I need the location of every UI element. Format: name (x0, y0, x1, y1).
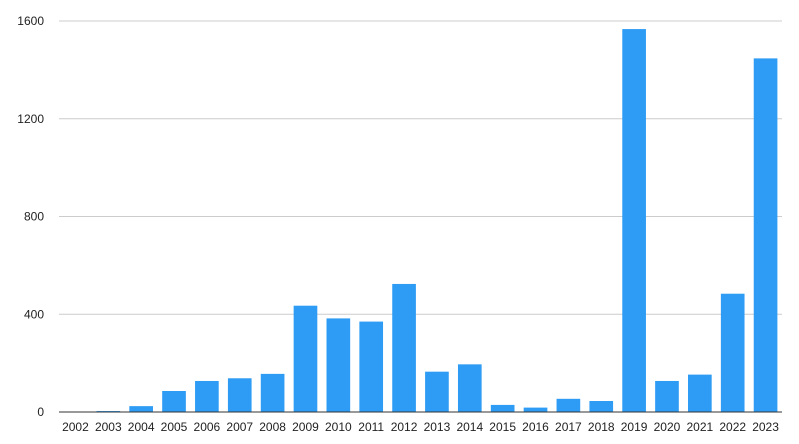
bar-2021 (688, 374, 712, 412)
x-tick-label: 2018 (588, 420, 615, 434)
y-axis-tick-labels: 0 400 800 1200 1600 (17, 14, 44, 419)
x-tick-label: 2020 (654, 420, 681, 434)
bar-2004 (129, 406, 153, 412)
x-tick-label: 2002 (62, 420, 89, 434)
bar-2022 (720, 293, 745, 412)
x-tick-label: 2011 (358, 420, 384, 434)
bar-2010 (326, 318, 351, 412)
bars (63, 29, 778, 413)
bar-2007 (227, 378, 252, 412)
x-tick-label: 2017 (555, 420, 582, 434)
x-tick-label: 2003 (95, 420, 122, 434)
x-tick-label: 2019 (621, 420, 648, 434)
x-tick-label: 2008 (259, 420, 286, 434)
bar-2008 (260, 373, 285, 412)
y-tick-label: 1600 (17, 14, 44, 28)
x-tick-label: 2022 (719, 420, 746, 434)
bar-2023 (753, 58, 778, 412)
x-tick-label: 2013 (424, 420, 451, 434)
y-tick-label: 400 (24, 307, 44, 321)
x-tick-label: 2014 (456, 420, 483, 434)
bar-2011 (359, 321, 384, 412)
bar-2016 (523, 407, 548, 412)
bar-2012 (392, 283, 416, 412)
bar-2005 (162, 390, 186, 412)
bar-2009 (293, 305, 318, 412)
x-tick-label: 2009 (292, 420, 319, 434)
x-tick-label: 2007 (226, 420, 253, 434)
bar-2014 (457, 364, 482, 412)
x-tick-label: 2012 (391, 420, 418, 434)
bar-2017 (556, 398, 581, 412)
bar-2020 (655, 380, 679, 412)
x-axis-tick-labels: 2002 2003 2004 2005 2006 2007 2008 2009 2010 2011… (62, 420, 779, 434)
bar-2013 (425, 371, 449, 412)
bar-2015 (490, 404, 515, 412)
y-tick-label: 0 (37, 405, 44, 419)
x-tick-label: 2021 (686, 420, 713, 434)
y-tick-label: 1200 (17, 112, 44, 126)
x-tick-label: 2023 (752, 420, 779, 434)
x-tick-label: 2015 (489, 420, 516, 434)
grid-lines (59, 20, 782, 315)
x-tick-label: 2004 (128, 420, 155, 434)
x-tick-label: 2005 (161, 420, 188, 434)
x-tick-label: 2010 (325, 420, 352, 434)
bar-2019 (622, 29, 646, 413)
y-tick-label: 800 (24, 210, 44, 224)
x-tick-label: 2016 (522, 420, 549, 434)
bar-2018 (589, 401, 614, 412)
bar-2006 (195, 380, 219, 412)
x-tick-label: 2006 (194, 420, 221, 434)
